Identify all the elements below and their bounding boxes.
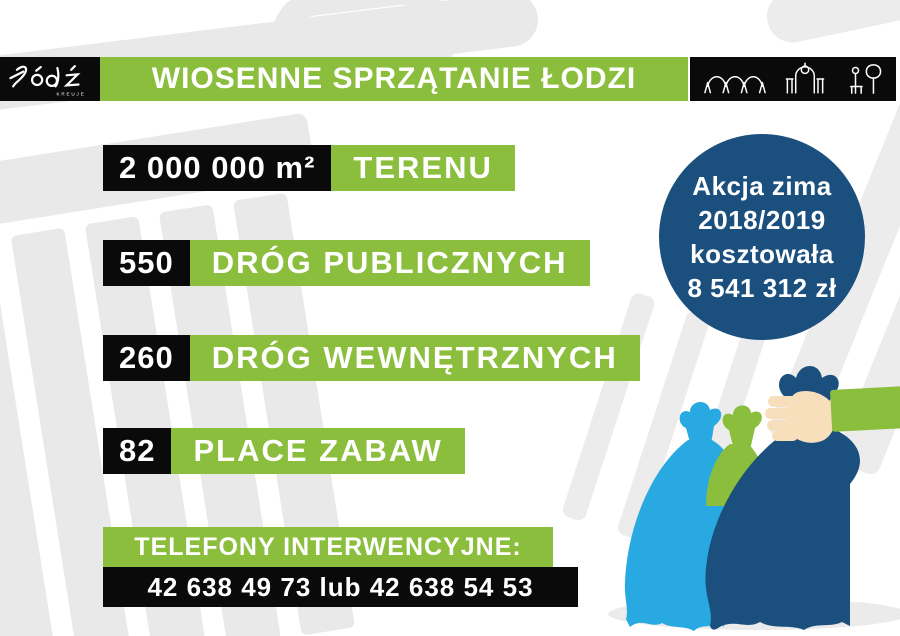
badge-line: 8 541 312 zł [687,273,837,303]
phones-numbers: 42 638 49 73 lub 42 638 54 53 [103,567,578,607]
page-title: WIOSENNE SPRZĄTANIE ŁODZI [151,62,637,95]
stat-label: TERENU [331,145,515,191]
park-tree-bench-icon [849,64,881,94]
green-bag-tie [722,405,762,450]
stat-row-drogi-publiczne: 550 DRÓG PUBLICZNYCH [103,240,590,286]
stat-row-drogi-wewnetrzne: 260 DRÓG WEWNĘTRZNYCH [103,335,640,381]
landmark-icon-box [690,57,896,101]
badge-line: Akcja zima [692,171,832,201]
phones-heading-label: TELEFONY INTERWENCYJNE: [134,532,522,561]
badge-line: 2018/2019 [698,205,826,235]
stat-label: DRÓG WEWNĘTRZNYCH [189,335,640,381]
lodz-logo-subtext: KREUJE [56,92,85,97]
light-blue-bag-tie [679,401,722,450]
arched-canopy-icon [703,76,766,94]
stat-label: PLACE ZABAW [171,428,465,474]
ornate-gate-icon [785,62,825,94]
sleeve [830,386,900,432]
bg-top-right-stripe [762,0,900,48]
light-blue-bag-body [624,440,729,631]
dark-bag-body [705,426,860,630]
phones-heading: TELEFONY INTERWENCYJNE: [103,527,553,567]
trash-bags-illustration [608,366,900,631]
lodz-logo-icon: KREUJE [9,65,85,97]
stat-label: DRÓG PUBLICZNYCH [189,240,590,286]
winter-cost-badge: Akcja zima 2018/2019 kosztowała 8 541 31… [659,134,865,340]
stat-value: 82 [103,428,172,474]
title-band: WIOSENNE SPRZĄTANIE ŁODZI [100,57,688,101]
lodz-logo: KREUJE [0,57,100,101]
stat-row-place-zabaw: 82 PLACE ZABAW [103,428,465,474]
hand-icon [765,390,836,443]
badge-line: kosztowała [690,239,834,269]
phones-numbers-label: 42 638 49 73 lub 42 638 54 53 [147,571,534,602]
stat-row-terenu: 2 000 000 m² TERENU [103,145,515,191]
stat-value: 2 000 000 m² [103,145,332,191]
stat-value: 550 [103,240,190,286]
stat-value: 260 [103,335,190,381]
